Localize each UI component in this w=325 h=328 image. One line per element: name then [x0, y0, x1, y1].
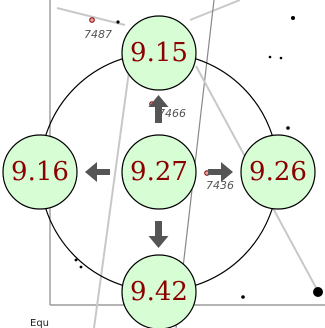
svg-text:9.42: 9.42	[130, 277, 188, 307]
svg-text:9.27: 9.27	[130, 157, 188, 187]
mag-disc-center[interactable]: 9.27	[121, 134, 197, 210]
svg-text:9.15: 9.15	[130, 38, 188, 68]
mag-disc-left[interactable]: 9.16	[2, 134, 78, 210]
mag-disc-right[interactable]: 9.26	[240, 134, 316, 210]
equator-label: Equ	[30, 318, 49, 328]
arrow-left[interactable]	[85, 162, 110, 182]
mag-disc-down[interactable]: 9.42	[121, 254, 197, 328]
field-star[interactable]	[268, 55, 272, 59]
svg-text:7466: 7466	[158, 107, 186, 120]
field-star[interactable]	[116, 20, 120, 24]
field-stars	[74, 16, 323, 299]
svg-text:7487: 7487	[84, 28, 112, 41]
field-line	[56, 7, 126, 26]
field-star[interactable]	[279, 56, 283, 60]
arrow-down[interactable]	[148, 221, 169, 248]
mag-disc-up[interactable]: 9.15	[121, 15, 197, 91]
svg-text:7436: 7436	[206, 179, 234, 192]
field-star[interactable]	[286, 126, 290, 130]
field-star[interactable]	[313, 287, 323, 297]
arrow-right[interactable]	[208, 162, 233, 182]
field-line	[189, 0, 241, 21]
field-star[interactable]	[79, 265, 83, 269]
svg-text:9.16: 9.16	[11, 157, 69, 187]
field-star[interactable]	[241, 295, 245, 299]
field-star[interactable]	[291, 16, 295, 20]
svg-text:9.26: 9.26	[249, 157, 307, 187]
field-line	[93, 63, 131, 328]
field-star[interactable]	[74, 258, 78, 262]
arrow-up[interactable]	[148, 95, 169, 123]
labeled-star-7487[interactable]: 7487	[84, 17, 112, 41]
